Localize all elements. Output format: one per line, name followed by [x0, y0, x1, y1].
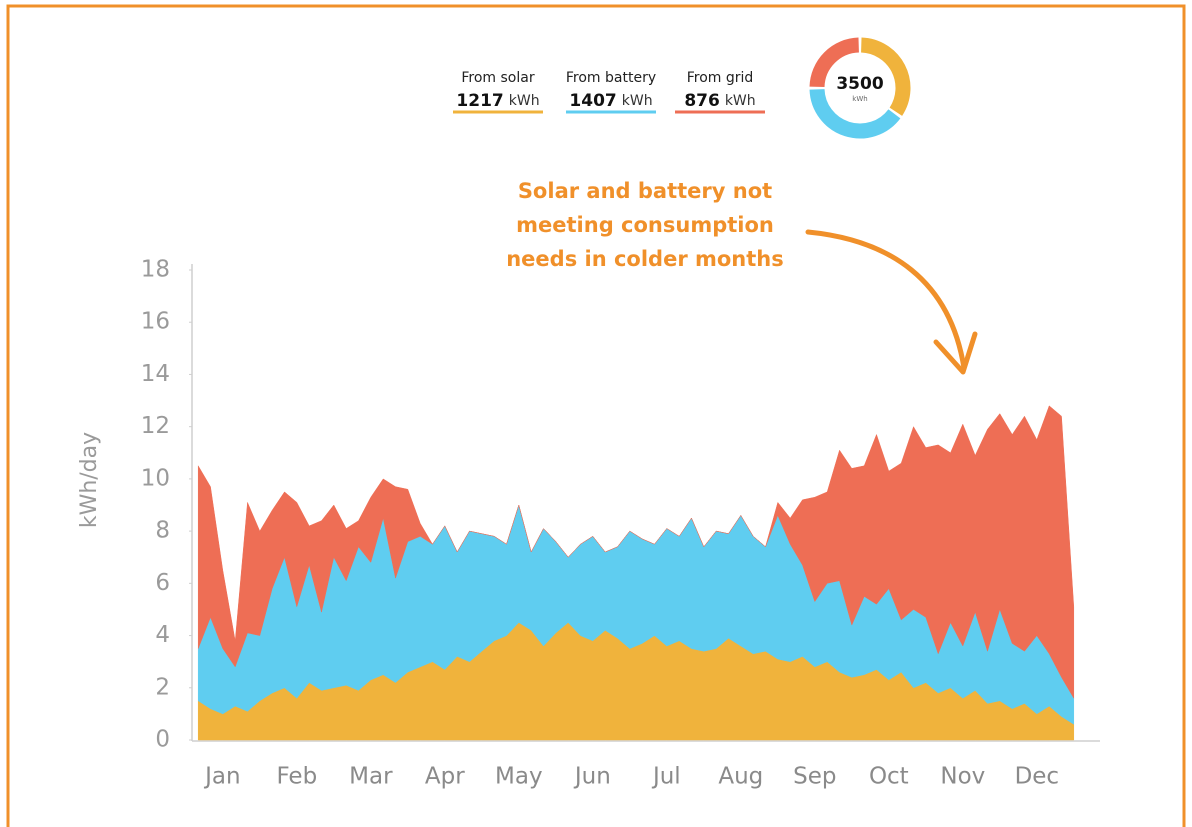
legend-total: 1407 — [569, 91, 616, 111]
annotation: needs in colder months — [506, 247, 784, 271]
frame — [6, 4, 1186, 827]
y-tick-label: 18 — [141, 257, 170, 283]
arrow-head — [933, 331, 978, 375]
donut — [809, 37, 911, 139]
legend-name: From battery — [566, 70, 656, 86]
area — [197, 405, 1075, 700]
y-tick-label: 6 — [155, 570, 170, 596]
legend-unit: kWh — [509, 93, 540, 109]
legend-value: 876 kWh — [684, 91, 755, 111]
x-tick-label: Nov — [940, 764, 985, 790]
arrow — [805, 229, 967, 371]
legend-total: 1217 — [456, 91, 503, 111]
legend-unit: kWh — [725, 93, 756, 109]
annotation: meeting consumption — [516, 213, 774, 237]
x-tick-label: Jul — [651, 764, 681, 790]
x-tick-label: Sep — [793, 764, 836, 790]
donut-segment — [809, 37, 860, 88]
legend-value: 1217 kWh — [456, 91, 539, 111]
legend-name: From solar — [461, 70, 534, 86]
y-tick-label: 12 — [141, 413, 170, 439]
donut-segment — [860, 37, 911, 116]
x-tick-label: Jun — [573, 764, 611, 790]
y-tick-label: 14 — [141, 361, 170, 387]
y-tick-label: 2 — [155, 674, 170, 700]
x-tick-label: Feb — [276, 764, 317, 790]
annotation: Solar and battery not — [518, 179, 772, 203]
x-tick-label: Mar — [349, 764, 393, 790]
x-tick-label: Oct — [869, 764, 909, 790]
legend-unit: kWh — [622, 93, 653, 109]
y-axis-label: kWh/day — [77, 432, 102, 528]
y-tick-label: 10 — [141, 465, 170, 491]
x-tick-label: Aug — [718, 764, 763, 790]
x-tick-label: Dec — [1015, 764, 1060, 790]
legend-name: From grid — [687, 70, 754, 86]
legend-total: 876 — [684, 91, 720, 111]
y-tick-label: 8 — [155, 518, 170, 544]
donut-segment — [809, 88, 901, 139]
legend: From solar 1217 kWh From battery 1407 kWh From… — [453, 70, 765, 114]
y-tick-label: 4 — [155, 622, 170, 648]
y-tick-label: 16 — [141, 309, 170, 335]
donut-unit: kWh — [852, 95, 867, 103]
plot: 0 2 4 6 8 10 12 14 16 18 Jan Feb Mar Apr May Jun Jul Aug S… — [141, 257, 1100, 790]
legend-value: 1407 kWh — [569, 91, 652, 111]
donut-total: 3500 — [836, 74, 883, 94]
x-tick-label: May — [495, 764, 543, 790]
x-tick-label: Apr — [425, 764, 465, 790]
x-tick-label: Jan — [203, 764, 240, 790]
y-tick-label: 0 — [155, 727, 170, 753]
